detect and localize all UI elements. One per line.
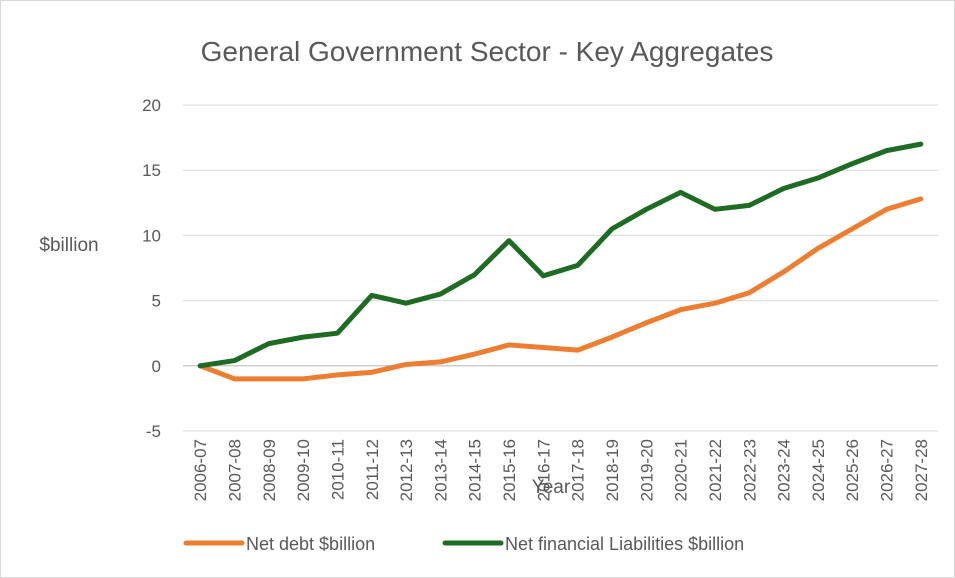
series-line-2 — [197, 141, 924, 369]
x-tick-label: 2015-16 — [500, 439, 519, 501]
x-tick-label: 2018-19 — [603, 439, 622, 501]
x-tick-label: 2010-11 — [328, 439, 347, 500]
gridlines — [183, 104, 938, 432]
legend-label: Net debt $billion — [246, 534, 375, 554]
legend: Net debt $billion Net financial Liabiliti… — [183, 534, 744, 554]
x-tick-label: 2012-13 — [397, 439, 416, 501]
y-tick-label: 5 — [152, 292, 161, 311]
series-lines — [197, 141, 924, 382]
y-tick-label: 20 — [142, 96, 161, 115]
x-axis-ticks: 2006-07 2007-08 2008-09 2009-10 2010-11 2011-… — [191, 439, 931, 501]
x-tick-label: 2016-17 — [534, 439, 553, 501]
x-tick-label: 2017-18 — [569, 439, 588, 501]
chart-title: General Government Sector - Key Aggregat… — [201, 36, 774, 67]
y-tick-label: 15 — [142, 161, 161, 180]
y-tick-label: 0 — [152, 357, 161, 376]
y-tick-label: 10 — [142, 226, 161, 245]
x-tick-label: 2013-14 — [431, 439, 450, 501]
x-tick-label: 2009-10 — [294, 439, 313, 501]
legend-label: Net financial Liabilities $billion — [505, 534, 744, 554]
x-tick-label: 2023-24 — [775, 439, 794, 501]
x-tick-label: 2019-20 — [637, 439, 656, 501]
x-tick-label: 2007-08 — [225, 439, 244, 501]
x-tick-label: 2025-26 — [843, 439, 862, 501]
y-tick-label: -5 — [146, 422, 161, 441]
x-tick-label: 2006-07 — [191, 439, 210, 501]
x-tick-label: 2027-28 — [912, 439, 931, 501]
x-axis-label: Year — [532, 477, 571, 498]
x-tick-label: 2014-15 — [466, 439, 485, 501]
x-tick-label: 2008-09 — [260, 439, 279, 501]
x-tick-label: 2011-12 — [363, 439, 382, 500]
y-axis-label: $billion — [39, 235, 98, 256]
x-tick-label: 2026-27 — [878, 439, 897, 501]
x-tick-label: 2024-25 — [809, 439, 828, 501]
x-tick-label: 2021-22 — [706, 439, 725, 501]
x-tick-label: 2022-23 — [740, 439, 759, 501]
y-axis-ticks: -5 0 5 10 15 20 — [142, 96, 161, 441]
series-line-1 — [197, 196, 924, 382]
x-tick-label: 2020-21 — [672, 439, 691, 501]
